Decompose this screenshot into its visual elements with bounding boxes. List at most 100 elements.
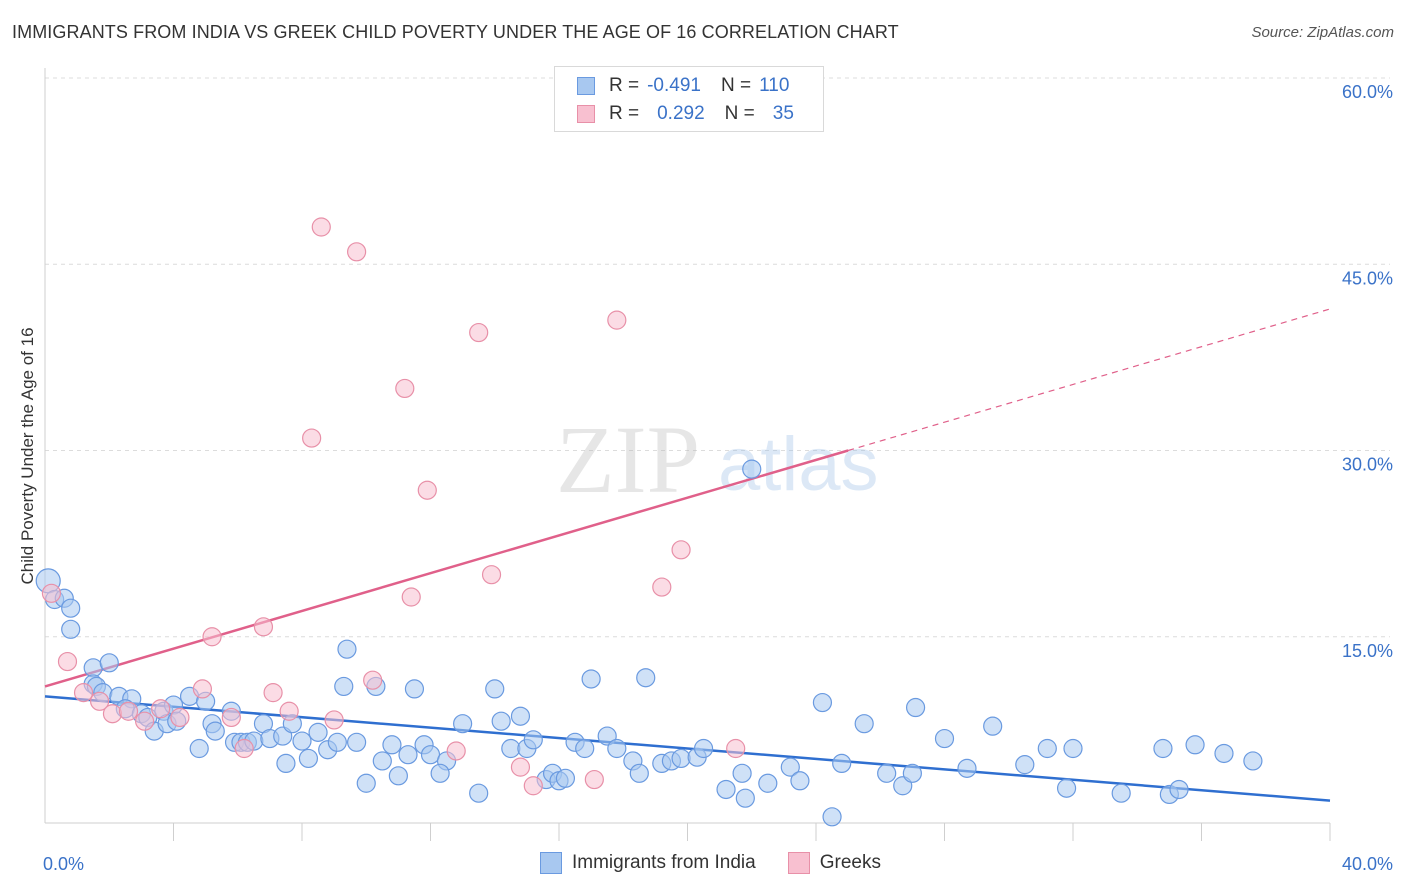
greeks-point	[151, 699, 171, 719]
india-point	[356, 773, 376, 793]
greeks-point	[607, 310, 627, 330]
india-point	[430, 763, 450, 783]
greeks-point	[324, 710, 344, 730]
bottom-legend-swatch-greeks	[787, 852, 810, 874]
india-point	[308, 722, 328, 742]
india-point	[780, 757, 800, 777]
greeks-point	[510, 757, 531, 777]
india-point	[1185, 735, 1205, 755]
greeks-point	[363, 670, 383, 690]
greeks-point	[134, 711, 155, 731]
india-point	[629, 763, 649, 783]
greeks-point	[202, 627, 222, 647]
legend: R = -0.491 N = 110 R = 0.292 N = 35	[554, 66, 824, 132]
greeks-point	[41, 583, 62, 603]
greeks-point	[90, 691, 110, 711]
greeks-point	[118, 701, 139, 721]
greeks-point	[302, 428, 322, 448]
chart-title: IMMIGRANTS FROM INDIA VS GREEK CHILD POV…	[12, 22, 899, 42]
india-point	[934, 728, 955, 749]
y-tick-label: 60.0%	[1342, 82, 1393, 102]
greeks-point	[311, 217, 331, 237]
grid-lines	[45, 77, 1390, 638]
greeks-point	[234, 738, 254, 759]
india-point	[382, 735, 402, 755]
india-point	[453, 714, 473, 734]
greeks-trend-line	[44, 449, 849, 688]
y-tick-label: 30.0%	[1342, 455, 1393, 475]
india-point	[822, 807, 842, 827]
x-tick-label: 40.0%	[1342, 854, 1393, 874]
y-tick-label: 15.0%	[1342, 641, 1393, 661]
x-tick-label: 0.0%	[43, 854, 84, 874]
greeks-point	[417, 480, 437, 500]
india-point	[812, 692, 833, 713]
india-point	[716, 779, 736, 800]
india-point	[758, 773, 778, 793]
greeks-point	[73, 683, 94, 703]
greeks-point	[347, 242, 367, 262]
greeks-trend-extension	[847, 308, 1331, 452]
greeks-point	[652, 577, 672, 597]
greeks-point	[726, 738, 746, 759]
india-point	[523, 730, 543, 750]
india-point	[491, 711, 511, 731]
india-point	[1063, 738, 1083, 759]
india-point	[902, 763, 922, 783]
greeks-point	[263, 683, 283, 703]
legend-r-label: R =	[609, 75, 640, 96]
india-point	[61, 598, 81, 618]
trend-lines	[44, 308, 1331, 802]
india-point	[510, 706, 531, 726]
legend-r-value: 0.292	[657, 103, 705, 124]
india-point	[693, 738, 714, 759]
india-point	[790, 771, 810, 791]
india-point	[420, 745, 441, 765]
legend-swatch-greeks	[577, 105, 595, 123]
bottom-legend-label-greeks: Greeks	[819, 852, 881, 873]
legend-n-value: 35	[772, 103, 794, 124]
india-point	[735, 788, 755, 808]
india-point	[575, 738, 595, 759]
india-point	[205, 721, 225, 741]
india-point	[1037, 738, 1057, 759]
greeks-point	[57, 651, 78, 672]
greeks-point	[279, 701, 299, 721]
india-point	[388, 766, 408, 786]
tick-labels: 15.0% 30.0% 45.0% 60.0% 0.0% 40.0%	[43, 82, 1393, 874]
india-point	[854, 714, 874, 734]
legend-n-value: 110	[759, 75, 790, 96]
india-point	[1243, 751, 1263, 771]
legend-n-label: N =	[720, 75, 752, 96]
india-point	[1169, 779, 1189, 800]
legend-swatch-india	[577, 77, 595, 95]
india-point	[398, 745, 418, 765]
india-point	[298, 748, 319, 769]
india-point	[372, 751, 392, 771]
legend-r-value: -0.491	[647, 75, 701, 96]
greeks-point	[469, 322, 489, 343]
india-point	[189, 738, 209, 759]
india-point	[347, 732, 367, 752]
india-point	[555, 768, 576, 788]
bottom-legend-india: Immigrants from India	[540, 852, 756, 874]
source-label: Source: ZipAtlas.com	[1251, 24, 1394, 41]
india-point	[61, 619, 81, 639]
greeks-point	[523, 776, 543, 796]
india-point	[334, 676, 354, 697]
india-point	[905, 697, 926, 718]
greeks-point	[671, 540, 691, 560]
india-point	[877, 763, 897, 783]
data-points	[35, 74, 1263, 827]
india-point	[292, 731, 312, 751]
bottom-legend-greeks: Greeks	[787, 852, 881, 874]
greeks-point	[192, 679, 213, 699]
india-point	[1056, 778, 1077, 798]
india-point	[276, 753, 296, 774]
greeks-point	[401, 587, 421, 607]
india-point	[1111, 783, 1131, 803]
india-point	[832, 753, 852, 774]
india-point	[1153, 738, 1173, 759]
legend-r-label: R =	[609, 103, 640, 124]
